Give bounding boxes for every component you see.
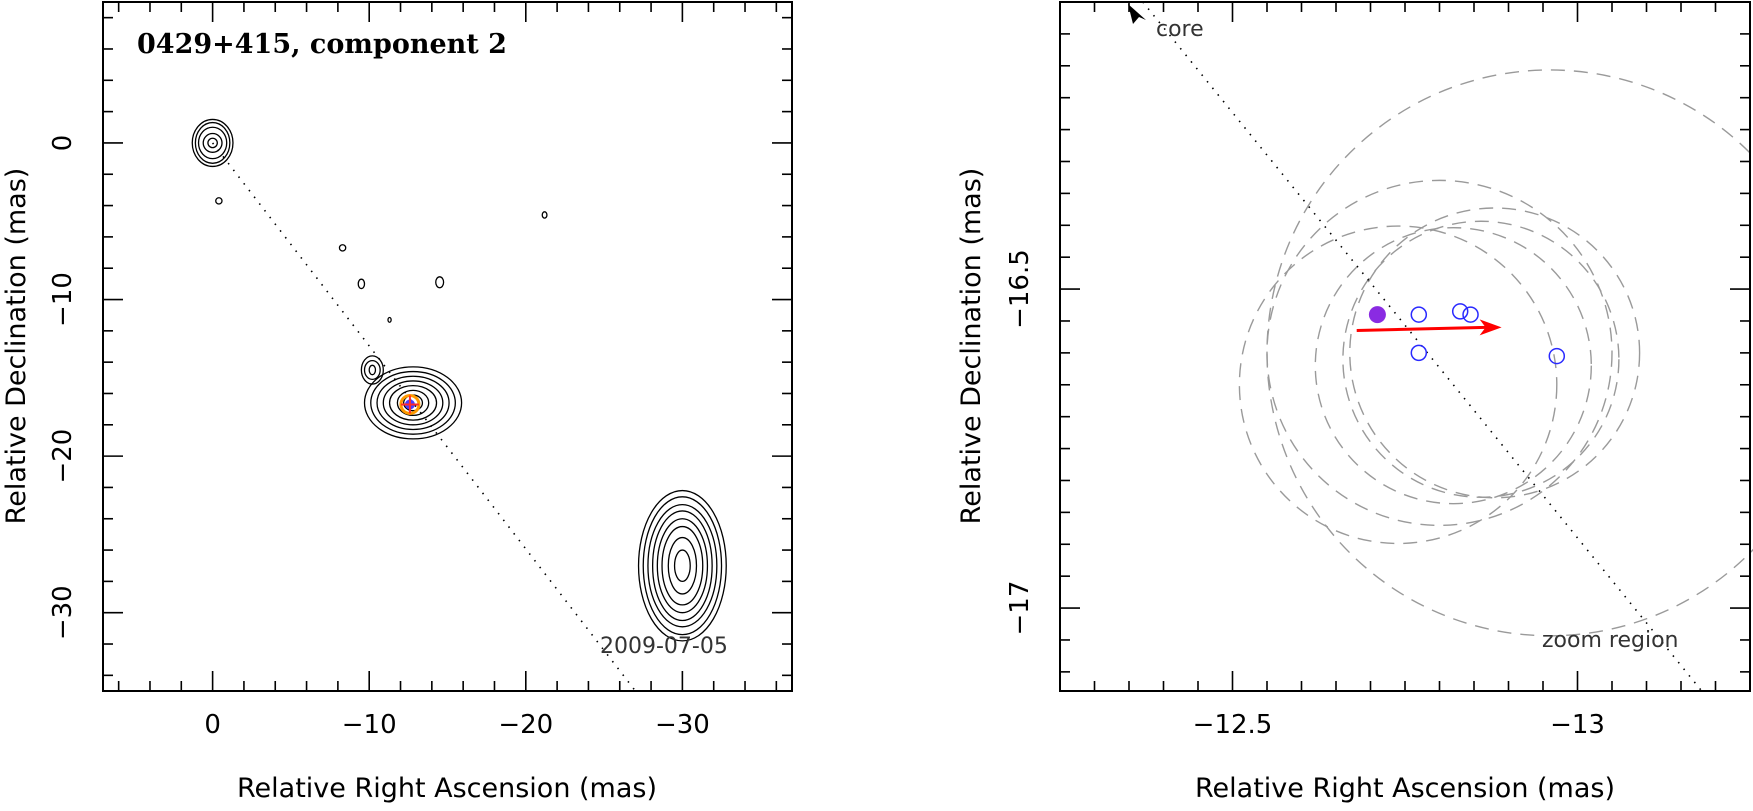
blob-contour <box>435 276 445 289</box>
panel-title: 0429+415, component 2 <box>137 29 507 60</box>
blob-contour <box>541 211 548 219</box>
epoch-label: 2009-07-05 <box>600 634 728 659</box>
open-position-point <box>1462 306 1479 323</box>
right-x-axis-title: Relative Right Ascension (mas) <box>1195 773 1615 804</box>
zoom-region-label: zoom region <box>1542 628 1678 653</box>
error-circle <box>1342 220 1620 498</box>
outer-lobe-contour <box>647 504 718 628</box>
y-tick-label: 0 <box>48 135 78 152</box>
outer-lobe-contour <box>661 525 704 606</box>
left-axis-ticks: 0 −10 −20 −30 0 −10 −20 −30 <box>48 2 792 740</box>
velocity-arrow <box>1356 319 1502 336</box>
x-tick-label: −30 <box>655 710 710 740</box>
left-panel: 0 −10 −20 −30 0 −10 −20 −30 0429+415, component… <box>1 1 793 804</box>
y-tick-label: −20 <box>48 429 78 484</box>
knot-a-contour <box>368 364 377 376</box>
error-circle <box>1314 226 1593 505</box>
filled-position-point <box>1368 306 1386 324</box>
velocity-arrow-head <box>1479 319 1502 336</box>
right-axis-ticks: −12.5 −13 −16.5 −17 <box>1005 1 1751 740</box>
jet-direction-line <box>211 142 637 692</box>
x-tick-label: −12.5 <box>1193 710 1273 740</box>
open-position-point <box>1548 347 1566 365</box>
core-label: core <box>1156 17 1204 42</box>
left-y-axis-title: Relative Declination (mas) <box>1 168 32 525</box>
outer-lobe-contour <box>637 489 727 642</box>
open-position-point <box>1410 306 1428 323</box>
component-2-contour <box>376 375 450 431</box>
outer-lobe-contour <box>673 549 691 583</box>
y-tick-label: −10 <box>48 272 78 327</box>
y-tick-label: −17 <box>1005 581 1035 636</box>
velocity-arrow-shaft <box>1356 325 1486 333</box>
blob-contour <box>357 278 366 290</box>
core-contour <box>202 132 223 153</box>
right-panel: core zoom region −12.5 −13 −16.5 −17 Relati… <box>956 1 1753 804</box>
right-plot-frame <box>1059 1 1751 692</box>
open-position-point <box>1451 303 1469 320</box>
position-points <box>1368 303 1566 365</box>
core-contour <box>191 118 234 168</box>
outer-lobe-contour <box>642 496 723 636</box>
component-2-contour <box>363 366 463 440</box>
blob-contour <box>338 244 347 252</box>
component-2-contour <box>370 370 456 435</box>
error-circle <box>1238 225 1558 545</box>
component-2-contour <box>382 380 444 426</box>
knot-a-contour <box>363 359 381 381</box>
component-2-contour <box>396 389 430 417</box>
outer-lobe-contour <box>651 510 713 622</box>
x-tick-label: 0 <box>204 710 221 740</box>
core-contour <box>207 137 218 149</box>
outer-lobe-contour <box>656 518 709 614</box>
x-tick-label: −13 <box>1550 710 1605 740</box>
open-position-point <box>1410 344 1428 362</box>
error-circles <box>1238 69 1753 637</box>
component-2-marker <box>399 393 421 415</box>
core-contour <box>194 121 231 164</box>
y-tick-label: −16.5 <box>1005 249 1035 329</box>
contour-map <box>191 118 727 642</box>
error-circle <box>1349 207 1641 499</box>
outer-lobe-contour <box>667 536 698 595</box>
left-x-axis-title: Relative Right Ascension (mas) <box>237 773 657 804</box>
x-tick-label: −10 <box>342 710 397 740</box>
core-contour <box>197 126 228 160</box>
y-tick-label: −30 <box>48 585 78 640</box>
error-circle <box>1266 69 1753 637</box>
blob-contour <box>387 316 392 323</box>
right-y-axis-title: Relative Declination (mas) <box>956 168 987 525</box>
blob-contour <box>215 197 223 205</box>
x-tick-label: −20 <box>498 710 553 740</box>
error-circle <box>1266 179 1613 527</box>
left-plot-frame <box>102 1 793 692</box>
component-2-contour <box>388 384 438 421</box>
core-arrowhead <box>1128 4 1146 24</box>
